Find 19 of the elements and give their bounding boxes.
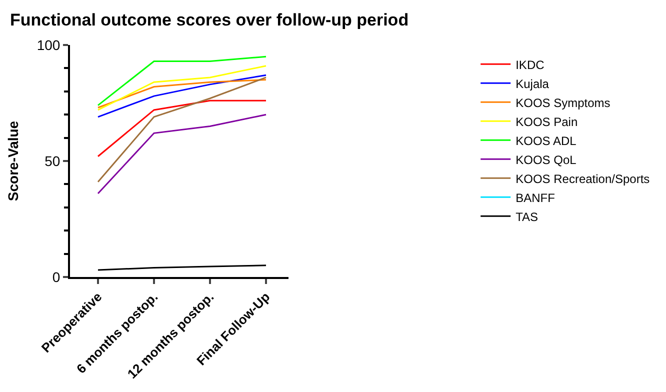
legend-label: KOOS QoL [516, 152, 577, 167]
y-tick-label: 0 [52, 268, 60, 285]
y-tick-label: 50 [44, 152, 60, 169]
legend-label: Kujala [516, 76, 550, 91]
legend-label: TAS [516, 210, 538, 224]
line-series [97, 74, 267, 118]
y-axis-title: Score-Value [4, 120, 21, 202]
legend-label: KOOS Recreation/Sports [516, 172, 650, 186]
legend-label: KOOS ADL [516, 134, 577, 148]
line-series [97, 114, 267, 194]
line-series [97, 65, 267, 111]
line-series [97, 79, 267, 108]
y-tick-label: 100 [36, 36, 60, 53]
legend-label: IKDC [516, 58, 545, 72]
chart-title: Functional outcome scores over follow-up period [10, 10, 409, 30]
legend-label: KOOS Symptoms [516, 96, 610, 110]
line-series [97, 76, 267, 183]
legend-label: KOOS Pain [516, 114, 578, 129]
legend-label: BANFF [516, 190, 555, 205]
